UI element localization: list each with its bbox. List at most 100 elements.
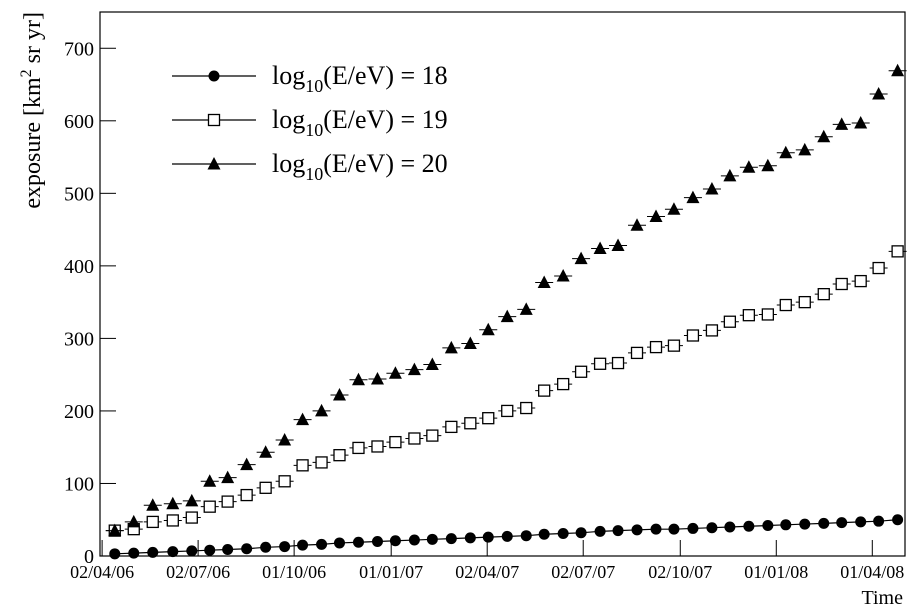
- marker: [574, 365, 588, 378]
- marker: [166, 496, 180, 510]
- marker: [203, 500, 216, 513]
- marker: [519, 302, 533, 315]
- marker: [611, 356, 625, 370]
- marker: [407, 362, 421, 376]
- marker: [259, 445, 273, 458]
- marker: [240, 488, 253, 502]
- marker: [333, 537, 345, 549]
- marker: [500, 309, 514, 323]
- marker: [221, 495, 234, 508]
- y-axis-label: exposure [km2 sr yr]: [18, 12, 46, 209]
- marker: [855, 516, 867, 528]
- marker: [724, 521, 736, 533]
- legend-label: log10(E/eV) = 18: [272, 61, 448, 96]
- marker: [208, 70, 220, 82]
- label-part: log: [272, 61, 305, 90]
- marker: [706, 522, 718, 534]
- marker: [207, 157, 221, 170]
- marker: [779, 145, 793, 159]
- marker: [408, 534, 420, 546]
- label-sub: 10: [305, 76, 323, 96]
- marker: [147, 546, 159, 558]
- marker: [705, 324, 719, 337]
- marker: [315, 403, 329, 417]
- marker: [761, 308, 774, 321]
- label-part: sr yr]: [20, 12, 46, 69]
- marker: [426, 533, 438, 545]
- marker: [836, 517, 848, 529]
- marker: [408, 432, 421, 445]
- marker: [520, 530, 532, 542]
- marker: [705, 181, 719, 195]
- label-part: log: [272, 105, 305, 134]
- y-tick-label: 200: [64, 401, 94, 423]
- x-tick-label: 02/07/07: [551, 562, 615, 582]
- marker: [611, 238, 625, 252]
- marker: [761, 158, 775, 172]
- marker: [556, 269, 570, 282]
- marker: [538, 384, 551, 397]
- label-part: (E/eV) = 18: [323, 61, 447, 90]
- y-tick-label: 100: [64, 473, 94, 495]
- x-tick-label: 02/04/06: [70, 562, 134, 582]
- marker: [667, 339, 681, 352]
- y-tick-label: 0: [84, 546, 94, 568]
- marker: [445, 533, 457, 545]
- x-tick-label: 02/04/07: [455, 562, 519, 582]
- marker: [127, 514, 141, 528]
- marker: [241, 543, 253, 555]
- marker: [207, 113, 221, 127]
- marker: [464, 532, 476, 544]
- marker: [351, 372, 365, 386]
- marker: [854, 115, 868, 129]
- marker: [872, 86, 886, 100]
- marker: [630, 346, 644, 360]
- y-tick-label: 500: [64, 183, 94, 205]
- x-tick-label: 01/01/07: [359, 562, 423, 582]
- x-tick-label: 01/10/06: [262, 562, 326, 582]
- marker: [185, 493, 199, 507]
- marker: [835, 277, 848, 291]
- marker: [279, 541, 291, 553]
- marker: [872, 261, 885, 275]
- label-part: (E/eV) = 20: [323, 149, 447, 178]
- marker: [891, 245, 904, 258]
- marker: [278, 475, 291, 488]
- marker: [297, 539, 309, 551]
- marker: [593, 357, 607, 370]
- marker: [891, 63, 905, 77]
- marker: [742, 309, 756, 322]
- marker: [686, 190, 700, 204]
- marker: [892, 514, 904, 526]
- x-tick-label: 02/10/07: [648, 562, 712, 582]
- marker: [389, 435, 402, 449]
- marker: [222, 543, 234, 555]
- marker: [315, 456, 328, 469]
- y-tick-label: 300: [64, 328, 94, 350]
- marker: [537, 275, 551, 289]
- legend-label: log10(E/eV) = 20: [272, 149, 448, 184]
- label-sub: 10: [305, 120, 323, 140]
- x-tick-label: 02/07/06: [166, 562, 230, 582]
- marker: [501, 530, 513, 542]
- label-sup: 2: [18, 69, 35, 77]
- x-axis-label: Time: [861, 587, 903, 609]
- marker: [723, 168, 737, 182]
- marker: [798, 142, 812, 156]
- marker: [203, 474, 217, 487]
- marker: [723, 315, 737, 328]
- marker: [445, 420, 458, 434]
- marker: [370, 372, 384, 385]
- marker: [779, 298, 792, 312]
- marker: [557, 377, 570, 391]
- marker: [426, 429, 439, 442]
- label-part: exposure [km: [20, 77, 46, 209]
- marker: [371, 440, 384, 453]
- marker: [482, 412, 495, 425]
- marker: [501, 404, 514, 418]
- marker: [538, 528, 550, 540]
- marker: [444, 340, 458, 354]
- marker: [835, 117, 849, 130]
- marker: [146, 515, 159, 529]
- marker: [482, 531, 494, 543]
